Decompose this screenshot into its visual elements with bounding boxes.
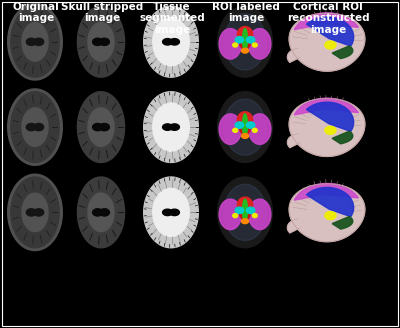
Polygon shape: [224, 99, 266, 155]
Polygon shape: [325, 41, 336, 49]
Polygon shape: [242, 48, 248, 53]
Polygon shape: [88, 23, 114, 61]
Polygon shape: [306, 17, 354, 46]
Polygon shape: [26, 123, 36, 131]
Polygon shape: [332, 216, 353, 229]
Polygon shape: [218, 92, 272, 162]
Polygon shape: [289, 184, 365, 242]
Polygon shape: [288, 219, 300, 233]
Polygon shape: [163, 124, 172, 130]
Polygon shape: [289, 13, 365, 71]
Polygon shape: [144, 92, 198, 162]
Polygon shape: [246, 122, 255, 128]
Polygon shape: [332, 46, 353, 58]
Polygon shape: [11, 7, 59, 77]
Polygon shape: [288, 48, 300, 62]
Polygon shape: [11, 92, 59, 162]
Polygon shape: [242, 133, 248, 138]
Polygon shape: [252, 214, 257, 217]
Polygon shape: [242, 199, 248, 222]
Polygon shape: [144, 7, 198, 77]
Polygon shape: [100, 209, 109, 216]
Polygon shape: [289, 99, 365, 156]
Polygon shape: [242, 114, 248, 136]
Polygon shape: [325, 126, 336, 134]
Polygon shape: [170, 124, 179, 130]
Polygon shape: [235, 207, 244, 214]
Polygon shape: [88, 108, 114, 146]
Polygon shape: [294, 13, 358, 30]
Polygon shape: [233, 214, 238, 217]
Polygon shape: [153, 18, 189, 66]
Polygon shape: [224, 184, 266, 240]
Polygon shape: [88, 193, 114, 232]
Polygon shape: [163, 209, 172, 215]
Polygon shape: [34, 38, 44, 46]
Polygon shape: [34, 123, 44, 131]
Polygon shape: [34, 209, 44, 216]
Text: Skull stripped
image: Skull stripped image: [61, 2, 143, 23]
Polygon shape: [240, 39, 250, 49]
Polygon shape: [219, 29, 242, 59]
Polygon shape: [78, 177, 124, 248]
Polygon shape: [252, 128, 257, 132]
Polygon shape: [144, 177, 198, 248]
Polygon shape: [224, 14, 266, 70]
Text: Original
image: Original image: [13, 2, 59, 23]
Polygon shape: [252, 43, 257, 47]
Polygon shape: [78, 7, 124, 77]
Polygon shape: [246, 37, 255, 43]
Polygon shape: [8, 4, 62, 80]
Polygon shape: [100, 38, 109, 46]
Polygon shape: [219, 199, 242, 230]
Polygon shape: [248, 114, 271, 144]
Polygon shape: [78, 92, 124, 162]
Polygon shape: [163, 39, 172, 45]
Text: ROI labeled
image: ROI labeled image: [212, 2, 280, 23]
Polygon shape: [93, 38, 102, 46]
Polygon shape: [242, 29, 248, 51]
Polygon shape: [294, 183, 358, 200]
Polygon shape: [240, 124, 250, 134]
Polygon shape: [93, 209, 102, 216]
Polygon shape: [233, 128, 238, 132]
Polygon shape: [246, 207, 255, 214]
Polygon shape: [22, 108, 48, 146]
Polygon shape: [218, 7, 272, 77]
Text: Cortical ROI
reconstructed
image: Cortical ROI reconstructed image: [287, 2, 369, 35]
Polygon shape: [100, 123, 109, 131]
Polygon shape: [218, 177, 272, 248]
Polygon shape: [240, 210, 250, 219]
Polygon shape: [153, 103, 189, 151]
Polygon shape: [219, 114, 242, 144]
Polygon shape: [153, 188, 189, 236]
Polygon shape: [237, 112, 253, 128]
Polygon shape: [237, 27, 253, 43]
Polygon shape: [22, 23, 48, 61]
Polygon shape: [332, 131, 353, 144]
Polygon shape: [235, 37, 244, 43]
Polygon shape: [233, 43, 238, 47]
Polygon shape: [93, 123, 102, 131]
Polygon shape: [242, 219, 248, 224]
Polygon shape: [235, 122, 244, 128]
Polygon shape: [8, 89, 62, 165]
Polygon shape: [306, 102, 354, 132]
Polygon shape: [237, 197, 253, 213]
Polygon shape: [22, 193, 48, 232]
Polygon shape: [11, 177, 59, 248]
Polygon shape: [325, 212, 336, 220]
Polygon shape: [294, 98, 358, 115]
Polygon shape: [26, 38, 36, 46]
Polygon shape: [170, 39, 179, 45]
Polygon shape: [170, 209, 179, 215]
Text: Tissue
segmented
image: Tissue segmented image: [139, 2, 205, 35]
Polygon shape: [248, 199, 271, 230]
Polygon shape: [26, 209, 36, 216]
Polygon shape: [248, 29, 271, 59]
Polygon shape: [306, 188, 354, 217]
Polygon shape: [288, 133, 300, 148]
Polygon shape: [8, 174, 62, 251]
